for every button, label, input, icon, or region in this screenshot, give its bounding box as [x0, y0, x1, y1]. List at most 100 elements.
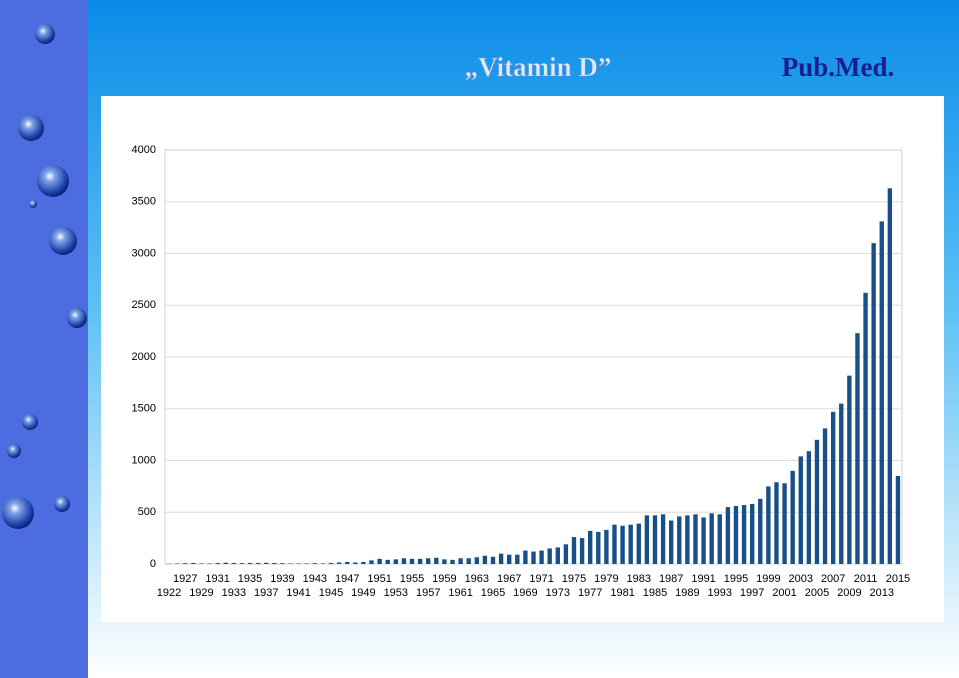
x-tick-label: 2005 — [805, 587, 829, 599]
bar — [417, 558, 423, 564]
x-tick-label: 1949 — [351, 587, 375, 599]
plot: 0 500 1000 1500 2000 2500 3000 3500 4000 1922 1927… — [132, 144, 911, 599]
x-tick-label: 1927 — [173, 573, 197, 585]
bar — [385, 559, 390, 564]
side-strip — [0, 0, 88, 678]
bar — [304, 563, 309, 564]
bar — [264, 562, 269, 564]
bar — [839, 403, 844, 564]
bar — [539, 550, 544, 564]
bar — [709, 513, 714, 564]
x-tick-label: 1935 — [238, 573, 262, 585]
x-tick-label: 2011 — [854, 573, 878, 585]
y-tick-label: 3000 — [132, 247, 156, 259]
x-tick-label: 2009 — [837, 587, 861, 599]
bar — [328, 562, 334, 564]
bar — [377, 558, 382, 564]
x-tick-label: 1922 — [157, 587, 181, 599]
x-tick-label: 1937 — [254, 587, 278, 599]
bar — [442, 559, 447, 564]
bar — [636, 523, 641, 564]
bar — [296, 563, 301, 564]
bar — [701, 517, 706, 564]
bar — [482, 555, 488, 564]
bar — [847, 375, 852, 564]
bar — [255, 562, 261, 564]
bar — [774, 482, 779, 564]
bar — [223, 562, 228, 564]
bar — [199, 563, 204, 564]
bar — [174, 563, 180, 564]
bar — [490, 556, 496, 564]
bar — [523, 550, 528, 564]
x-tick-label: 1989 — [675, 587, 699, 599]
y-tick-label: 500 — [138, 506, 156, 518]
bar — [620, 525, 625, 564]
x-tick-label: 1975 — [562, 573, 586, 585]
bar — [466, 558, 471, 564]
x-tick-label: 1957 — [416, 587, 440, 599]
x-tick-label: 1999 — [756, 573, 780, 585]
bar — [515, 554, 520, 564]
x-tick-label: 1955 — [400, 573, 424, 585]
bar — [498, 553, 504, 564]
bar — [247, 562, 253, 564]
bar — [733, 506, 739, 564]
x-tick-label: 1947 — [335, 573, 359, 585]
source-label: Pub.Med. — [782, 52, 895, 82]
bar — [863, 292, 868, 564]
x-tick-label: 1965 — [481, 587, 505, 599]
x-tick-label: 1985 — [643, 587, 667, 599]
bar — [458, 558, 463, 564]
bar — [571, 537, 577, 564]
chart-panel — [101, 96, 944, 622]
bar — [887, 188, 893, 565]
x-tick-label: 1981 — [610, 587, 634, 599]
bar — [288, 563, 293, 564]
x-tick-label: 1943 — [303, 573, 327, 585]
bar — [652, 515, 658, 564]
bar — [693, 514, 698, 564]
bar — [183, 563, 188, 564]
bubbles — [2, 24, 87, 529]
bar — [782, 483, 787, 564]
x-tick-label: 1929 — [189, 587, 213, 599]
bar — [612, 524, 617, 564]
x-tick-label: 1973 — [546, 587, 570, 599]
bar — [207, 563, 212, 564]
x-tick-label: 2007 — [821, 573, 845, 585]
bar — [345, 561, 350, 564]
bar — [426, 558, 431, 564]
x-tick-label: 1933 — [222, 587, 246, 599]
bar — [749, 503, 755, 564]
bar — [547, 548, 552, 564]
x-tick-label: 1959 — [432, 573, 456, 585]
bar — [871, 243, 876, 564]
bar — [855, 333, 860, 564]
x-tick-label: 1941 — [286, 587, 310, 599]
bar — [272, 562, 277, 564]
bar — [596, 531, 601, 564]
bar — [507, 554, 512, 564]
bar — [531, 551, 536, 564]
bar — [798, 456, 803, 564]
y-tick-label: 2000 — [132, 351, 156, 363]
x-tick-label: 2001 — [772, 587, 796, 599]
bar — [361, 561, 366, 564]
bar — [393, 559, 399, 564]
x-tick-label: 1969 — [513, 587, 537, 599]
bar — [806, 451, 812, 564]
x-tick-label: 1983 — [627, 573, 651, 585]
x-tick-label: 1953 — [384, 587, 408, 599]
y-tick-label: 1000 — [132, 454, 156, 466]
bar — [369, 560, 374, 564]
x-tick-label: 2003 — [789, 573, 813, 585]
x-tick-label: 1963 — [465, 573, 489, 585]
bar — [790, 470, 795, 564]
bar — [401, 558, 407, 564]
bar — [434, 557, 439, 564]
bar — [741, 505, 747, 564]
slide-title: „Vitamin D” — [465, 52, 612, 82]
x-tick-label: 1961 — [448, 587, 472, 599]
